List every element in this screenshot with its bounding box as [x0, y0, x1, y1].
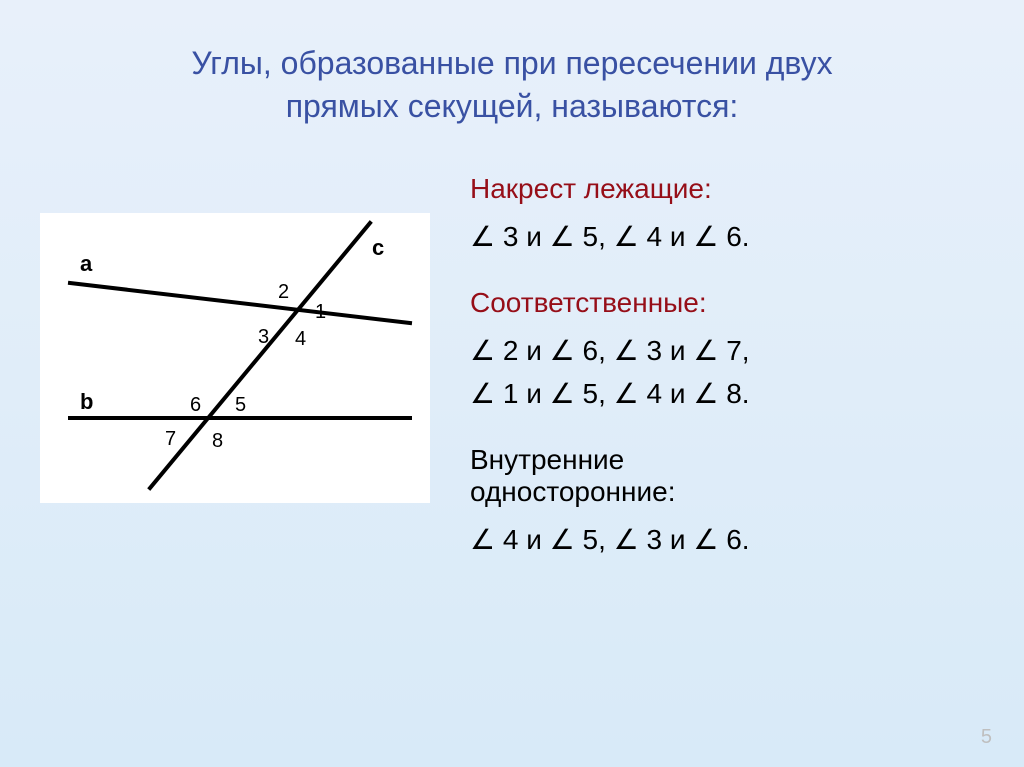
- line-label-c: c: [372, 235, 384, 260]
- corresponding-body: ∠ 2 и ∠ 6, ∠ 3 и ∠ 7, ∠ 1 и ∠ 5, ∠ 4 и ∠…: [470, 329, 750, 416]
- corresponding-line1: ∠ 2 и ∠ 6, ∠ 3 и ∠ 7,: [470, 335, 750, 366]
- corresponding-line2: ∠ 1 и ∠ 5, ∠ 4 и ∠ 8.: [470, 378, 750, 409]
- slide-title: Углы, образованные при пересечении двух …: [0, 0, 1024, 128]
- angle-number-6: 6: [190, 394, 201, 416]
- cointerior-heading-line1: Внутренние: [470, 444, 624, 475]
- alternate-body: ∠ 3 и ∠ 5, ∠ 4 и ∠ 6.: [470, 215, 750, 258]
- alternate-angles-group: Накрест лежащие: ∠ 3 и ∠ 5, ∠ 4 и ∠ 6.: [470, 173, 750, 258]
- angles-diagram: a b c 1 2 3 4 5 67 8: [40, 213, 430, 503]
- angle-number-1: 1: [315, 301, 326, 323]
- cointerior-angles-group: Внутренние односторонние: ∠ 4 и ∠ 5, ∠ 3…: [470, 444, 750, 561]
- title-line-2: прямых секущей, называются:: [286, 88, 739, 124]
- content-area: a b c 1 2 3 4 5 67 8 Накрест лежащие: ∠ 3 и ∠ 5, …: [0, 128, 1024, 589]
- angle-number-8: 8: [212, 430, 223, 452]
- angle-number-2: 2: [278, 281, 289, 303]
- corresponding-heading: Соответственные:: [470, 287, 750, 319]
- line-label-a: a: [80, 251, 93, 276]
- angle-number-3: 3: [258, 326, 269, 348]
- alternate-heading: Накрест лежащие:: [470, 173, 750, 205]
- cointerior-heading-line2: односторонние:: [470, 476, 675, 507]
- cointerior-heading: Внутренние односторонние:: [470, 444, 750, 508]
- angle-number-5: 5: [235, 394, 246, 416]
- definitions-column: Накрест лежащие: ∠ 3 и ∠ 5, ∠ 4 и ∠ 6. С…: [470, 168, 750, 589]
- cointerior-body: ∠ 4 и ∠ 5, ∠ 3 и ∠ 6.: [470, 518, 750, 561]
- corresponding-angles-group: Соответственные: ∠ 2 и ∠ 6, ∠ 3 и ∠ 7, ∠…: [470, 287, 750, 416]
- line-label-b: b: [80, 389, 93, 414]
- angle-number-4: 4: [295, 328, 306, 350]
- page-number: 5: [981, 726, 992, 749]
- title-line-1: Углы, образованные при пересечении двух: [191, 45, 832, 81]
- angle-number-7: 7: [165, 428, 176, 450]
